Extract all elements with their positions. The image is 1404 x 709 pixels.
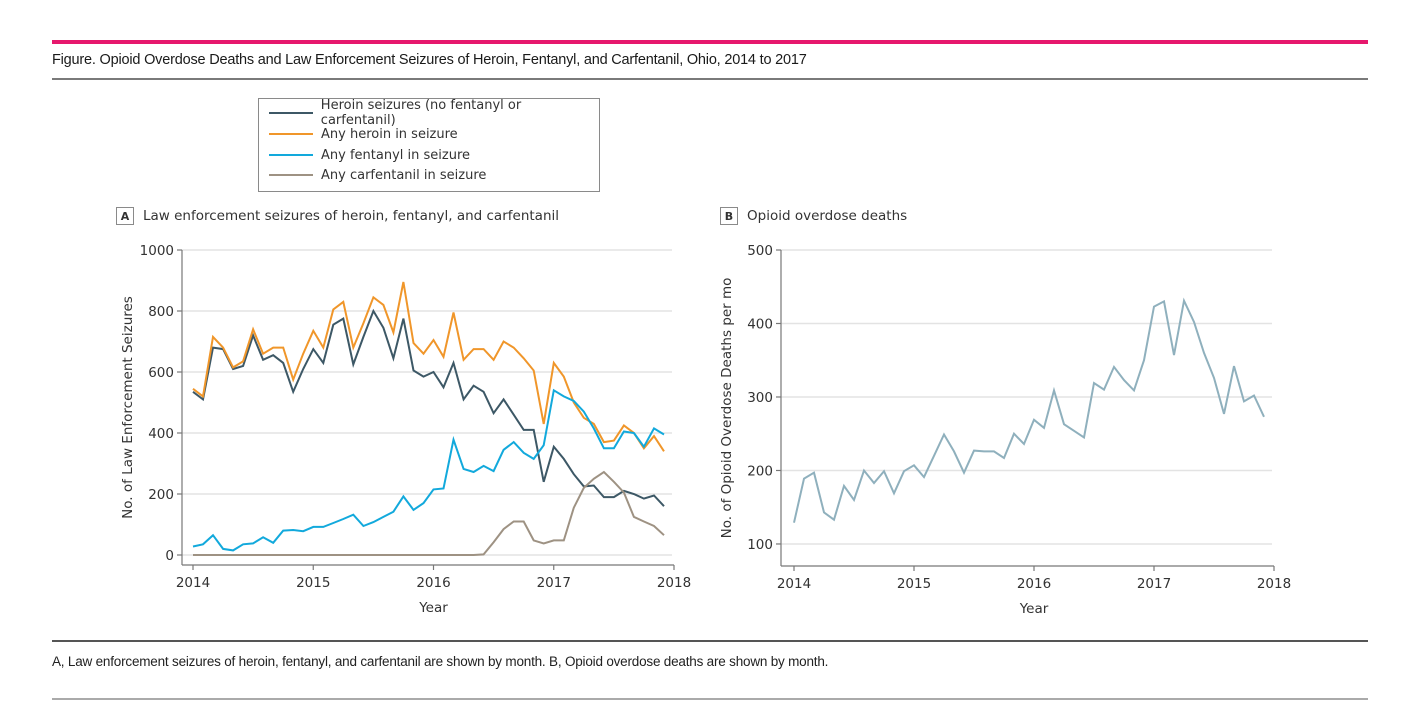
panel-b-heading: B Opioid overdose deaths (720, 207, 907, 225)
x-tick-label: 2017 (537, 575, 571, 591)
x-tick-label: 2014 (176, 575, 210, 591)
y-axis-label: No. of Opioid Overdose Deaths per mo (719, 278, 735, 539)
series-line-opioid-overdose-deaths (793, 297, 1265, 523)
x-tick-label: 2018 (657, 575, 691, 591)
figure-caption: A, Law enforcement seizures of heroin, f… (52, 654, 829, 669)
x-tick-label: 2015 (897, 576, 931, 592)
y-tick-label: 1000 (140, 243, 174, 259)
y-tick-label: 500 (747, 243, 773, 259)
y-tick-label: 400 (747, 316, 773, 332)
title-divider (52, 78, 1368, 80)
legend-label: Any heroin in seizure (321, 126, 458, 142)
panel-a-heading: A Law enforcement seizures of heroin, fe… (116, 207, 559, 225)
x-tick-label: 2016 (1017, 576, 1051, 592)
legend-swatch (269, 133, 313, 135)
y-tick-label: 300 (747, 390, 773, 406)
accent-rule (52, 40, 1368, 44)
caption-divider-top (52, 640, 1368, 642)
legend-swatch (269, 154, 313, 156)
legend-item: Heroin seizures (no fentanyl or carfenta… (269, 98, 599, 128)
y-tick-label: 200 (747, 463, 773, 479)
legend-swatch (269, 112, 313, 114)
y-tick-label: 600 (148, 365, 174, 381)
panel-a-letter: A (116, 207, 134, 225)
series-line-any-heroin-in-seizure (192, 281, 665, 452)
legend-item: Any heroin in seizure (269, 125, 458, 143)
figure-title: Figure. Opioid Overdose Deaths and Law E… (52, 52, 807, 68)
x-tick-label: 2017 (1137, 576, 1171, 592)
series-line-any-carfentanil-in-seizure (193, 470, 665, 556)
legend-label: Any fentanyl in seizure (321, 147, 470, 163)
caption-divider-bottom (52, 698, 1368, 700)
x-tick-label: 2015 (296, 575, 330, 591)
legend-item: Any fentanyl in seizure (269, 146, 470, 164)
y-tick-label: 0 (165, 548, 174, 564)
panel-b-letter: B (720, 207, 738, 225)
y-axis-label: No. of Law Enforcement Seizures (120, 296, 136, 519)
y-tick-label: 800 (148, 304, 174, 320)
legend-swatch (269, 174, 313, 176)
x-axis-label: Year (418, 600, 448, 616)
legend-label: Any carfentanil in seizure (321, 167, 487, 183)
panel-a-title: Law enforcement seizures of heroin, fent… (143, 208, 559, 224)
legend: Heroin seizures (no fentanyl or carfenta… (258, 98, 600, 192)
legend-item: Any carfentanil in seizure (269, 166, 486, 184)
x-tick-label: 2016 (416, 575, 450, 591)
y-tick-label: 100 (747, 537, 773, 553)
x-tick-label: 2014 (777, 576, 811, 592)
x-axis-label: Year (1019, 601, 1049, 617)
y-tick-label: 200 (148, 487, 174, 503)
series-line-any-fentanyl-in-seizure (192, 388, 665, 552)
y-tick-label: 400 (148, 426, 174, 442)
legend-label: Heroin seizures (no fentanyl or carfenta… (320, 98, 522, 128)
panel-b-title: Opioid overdose deaths (747, 208, 908, 224)
x-tick-label: 2018 (1257, 576, 1291, 592)
